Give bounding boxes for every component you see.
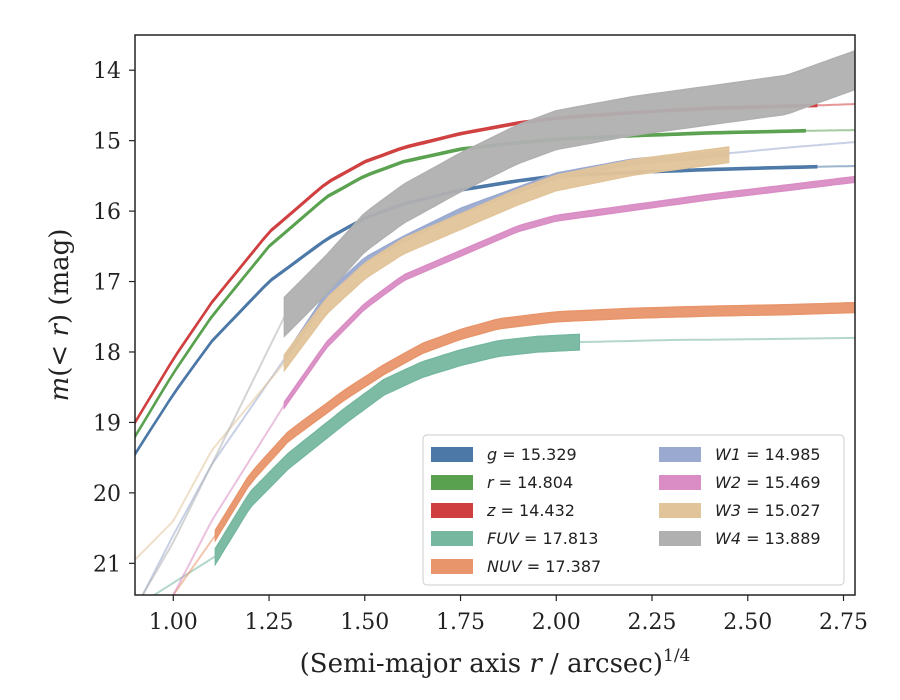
y-tick-label: 17 — [93, 271, 121, 296]
series-w2-inner-extrapolation — [172, 404, 286, 595]
series-w3-band — [283, 146, 730, 373]
series-r-outer-extrapolation — [805, 129, 855, 132]
y-tick-label: 14 — [93, 59, 121, 84]
series-g-outer-extrapolation — [816, 165, 855, 168]
legend-swatch — [659, 531, 701, 546]
series-z — [135, 103, 855, 425]
series-fuv — [153, 333, 855, 595]
legend-swatch — [431, 559, 473, 574]
x-tick-label: 2.25 — [628, 610, 677, 635]
legend-item-r: r = 14.804 — [431, 473, 573, 492]
legend-label: W4 = 13.889 — [715, 529, 821, 548]
legend-item-z: z = 14.432 — [431, 501, 575, 520]
series-w3 — [135, 146, 730, 561]
legend-item-fuv: FUV = 17.813 — [431, 529, 598, 548]
series-w2 — [172, 175, 855, 595]
y-tick-label: 20 — [93, 482, 121, 507]
legend-swatch — [431, 503, 473, 518]
y-tick-label: 15 — [93, 130, 121, 155]
series-w2-band — [283, 175, 855, 410]
x-tick-label: 2.00 — [532, 610, 581, 635]
legend-item-w3: W3 = 15.027 — [659, 501, 821, 520]
legend-label: FUV = 17.813 — [487, 529, 598, 548]
legend-label: NUV = 17.387 — [487, 557, 601, 576]
x-tick-label: 2.75 — [819, 610, 868, 635]
y-axis-label: m(< r) (mag) — [45, 229, 75, 402]
legend-swatch — [431, 447, 473, 462]
legend-swatch — [659, 503, 701, 518]
series-w3-inner-extrapolation — [135, 361, 286, 561]
series-nuv-band — [214, 301, 855, 543]
series-z-outer-extrapolation — [816, 103, 855, 107]
legend-item-w1: W1 = 14.985 — [659, 445, 821, 464]
series-w4-band — [283, 50, 855, 338]
series-fuv-outer-extrapolation — [579, 336, 855, 344]
y-tick-label: 18 — [93, 341, 121, 366]
series-r-band — [135, 128, 806, 440]
legend-label: W2 = 15.469 — [715, 473, 821, 492]
legend-swatch — [431, 475, 473, 490]
series-w4-inner-extrapolation — [141, 316, 286, 595]
legend-label: r = 14.804 — [487, 473, 573, 492]
series-w4 — [141, 50, 855, 595]
x-tick-label: 1.75 — [436, 610, 485, 635]
legend-label: g = 15.329 — [487, 445, 577, 464]
series-r — [135, 128, 855, 440]
x-tick-label: 1.50 — [340, 610, 389, 635]
y-tick-label: 16 — [93, 200, 121, 225]
legend-box — [422, 434, 845, 586]
legend-label: z = 14.432 — [486, 501, 575, 520]
series-w1-outer-extrapolation — [728, 141, 855, 155]
series-nuv-inner-extrapolation — [172, 534, 217, 595]
legend-item-nuv: NUV = 17.387 — [431, 557, 601, 576]
x-tick-label: 2.50 — [723, 610, 772, 635]
legend-item-w4: W4 = 13.889 — [659, 529, 821, 548]
series-z-band — [135, 103, 818, 425]
y-tick-label: 19 — [93, 411, 121, 436]
x-tick-label: 1.25 — [245, 610, 294, 635]
series-fuv-band — [214, 333, 581, 567]
series-fuv-inner-extrapolation — [153, 555, 216, 595]
ticks-layer: 1.00 1.25 1.50 1.75 2.00 2.25 2.50 2.75 14 15 16 17… — [93, 59, 868, 635]
legend: g = 15.329 r = 14.804 z = 14.432 FUV = 17.8… — [422, 434, 845, 586]
series-nuv — [172, 301, 855, 595]
series-layer — [135, 50, 855, 595]
legend-label: W1 = 14.985 — [715, 445, 821, 464]
legend-item-g: g = 15.329 — [431, 445, 577, 464]
legend-swatch — [659, 475, 701, 490]
legend-label: W3 = 15.027 — [715, 501, 821, 520]
legend-swatch — [659, 447, 701, 462]
legend-swatch — [431, 531, 473, 546]
x-axis-label: (Semi-major axis r / arcsec)1/4 — [300, 646, 691, 679]
plot-frame — [134, 34, 856, 596]
x-tick-label: 1.00 — [149, 610, 198, 635]
legend-item-w2: W2 = 15.469 — [659, 473, 821, 492]
y-tick-label: 21 — [93, 552, 121, 577]
